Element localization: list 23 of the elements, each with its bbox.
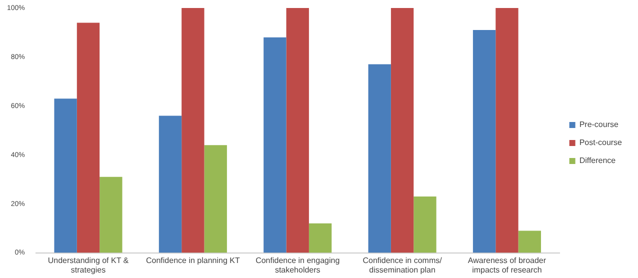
bar (76, 22, 100, 253)
bar (158, 116, 182, 253)
legend-label: Pre-course (579, 120, 619, 130)
legend-label: Post-course (579, 138, 623, 148)
bar (518, 230, 541, 253)
bar (100, 176, 122, 253)
bar (496, 8, 518, 253)
legend-label: Difference (579, 156, 616, 166)
x-tick-label: Confidence in comms/ dissemination plan (362, 256, 443, 274)
bar (308, 223, 332, 253)
x-tick-label: Understanding of KT & strategies (48, 256, 130, 274)
bar (390, 8, 414, 253)
x-tick-label: Confidence in engaging stakeholders (256, 256, 340, 274)
bar (264, 37, 286, 253)
bar (182, 8, 204, 253)
bar (414, 196, 436, 253)
bar (368, 64, 391, 253)
bar (204, 145, 227, 253)
x-tick-label: Confidence in planning KT (146, 256, 240, 265)
x-tick-label: Awareness of broader impacts of research (468, 256, 546, 274)
bar (54, 98, 77, 253)
bar (286, 8, 309, 253)
bar (472, 30, 496, 253)
